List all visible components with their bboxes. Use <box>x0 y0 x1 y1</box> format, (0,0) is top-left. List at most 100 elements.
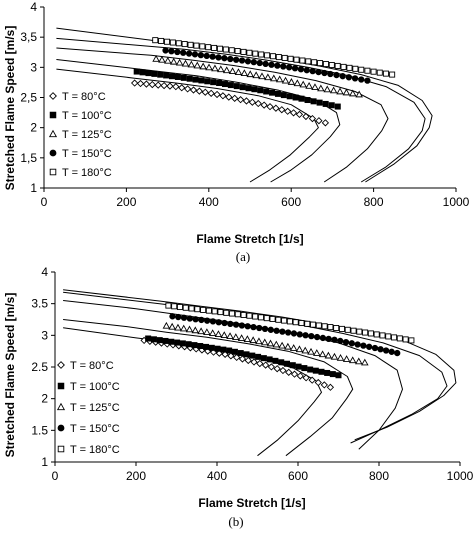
data-point-4 <box>274 62 281 69</box>
data-point-2 <box>133 68 140 75</box>
data-point-5 <box>152 37 159 44</box>
y-tick-label: 2.5 <box>31 360 48 374</box>
data-point-2 <box>312 367 319 374</box>
legend-marker-3 <box>48 129 58 138</box>
x-ticks-b: 0 200 400 600 800 1000 <box>52 462 474 483</box>
data-point-5 <box>269 315 276 322</box>
legend-marker-4 <box>49 149 57 157</box>
data-point-5 <box>158 37 165 44</box>
data-point-4 <box>290 330 298 337</box>
data-point-2 <box>316 99 323 106</box>
data-point-3 <box>289 344 298 351</box>
data-point-4 <box>209 318 217 325</box>
data-point-5 <box>299 57 306 64</box>
data-point-5 <box>171 303 178 310</box>
data-point-2 <box>198 77 205 84</box>
data-point-2 <box>210 79 217 86</box>
data-point-4 <box>339 73 346 80</box>
data-point-1 <box>326 383 335 391</box>
fit-curve-1 <box>56 68 319 183</box>
data-point-1 <box>267 363 276 371</box>
data-point-2 <box>269 89 276 96</box>
data-point-2 <box>226 347 233 354</box>
data-point-3 <box>342 355 351 362</box>
data-point-3 <box>237 334 246 341</box>
data-point-2 <box>145 70 152 77</box>
data-point-4 <box>371 344 379 352</box>
data-point-5 <box>311 59 318 66</box>
data-point-4 <box>360 342 367 349</box>
data-point-5 <box>327 324 334 331</box>
data-point-5 <box>200 306 207 313</box>
data-point-2 <box>334 103 341 110</box>
data-point-3 <box>203 328 211 336</box>
legend-marker-4 <box>57 424 65 432</box>
data-point-3 <box>342 88 351 96</box>
data-point-4 <box>261 325 269 333</box>
data-point-2 <box>216 80 223 87</box>
data-point-5 <box>367 330 374 337</box>
data-point-1 <box>219 92 227 100</box>
data-point-2 <box>322 100 329 107</box>
data-point-3 <box>301 346 309 354</box>
data-point-2 <box>239 84 246 91</box>
data-point-5 <box>344 326 351 333</box>
data-point-2 <box>318 368 325 375</box>
data-point-3 <box>252 71 260 79</box>
data-point-3 <box>197 327 205 335</box>
data-point-3 <box>181 59 190 67</box>
legend-label-4: T = 150°C <box>62 148 112 160</box>
data-point-2 <box>151 70 158 77</box>
data-point-1 <box>131 79 139 87</box>
data-point-3 <box>278 341 286 349</box>
data-point-5 <box>356 328 363 335</box>
data-point-4 <box>342 338 350 346</box>
data-point-2 <box>139 69 146 76</box>
data-point-5 <box>287 55 294 62</box>
data-point-4 <box>327 70 334 78</box>
data-point-4 <box>315 68 322 76</box>
data-point-4 <box>296 331 303 338</box>
data-point-1 <box>260 101 268 109</box>
data-point-3 <box>311 83 319 91</box>
data-point-5 <box>211 308 218 315</box>
data-point-1 <box>231 94 239 102</box>
data-point-5 <box>188 305 195 312</box>
data-point-4 <box>250 323 257 331</box>
legend-label-5: T = 180°C <box>62 167 112 179</box>
data-point-5 <box>382 70 389 77</box>
data-point-2 <box>237 350 244 357</box>
data-point-1 <box>285 368 293 376</box>
y-tick-label: 3 <box>30 60 37 74</box>
data-point-4 <box>285 64 293 71</box>
data-point-5 <box>322 61 329 68</box>
data-point-2 <box>174 73 181 80</box>
data-point-2 <box>208 344 215 351</box>
data-point-3 <box>354 357 363 365</box>
data-point-5 <box>376 69 383 76</box>
data-point-4 <box>221 55 228 62</box>
y-tick-label: 2,5 <box>20 91 37 105</box>
data-point-5 <box>370 68 377 75</box>
data-point-5 <box>275 54 282 61</box>
data-point-5 <box>389 71 396 78</box>
data-point-1 <box>238 355 247 363</box>
data-point-3 <box>162 321 171 329</box>
data-point-3 <box>246 70 255 78</box>
data-point-5 <box>379 332 386 339</box>
data-points-a <box>131 37 396 127</box>
data-point-4 <box>309 67 316 75</box>
data-point-5 <box>298 320 305 327</box>
data-point-4 <box>354 341 361 348</box>
data-point-1 <box>160 81 168 90</box>
y-ticks-a: 1 1,5 2 2,5 3 3,5 4 <box>20 0 44 195</box>
data-point-3 <box>272 340 281 348</box>
data-point-4 <box>209 53 216 60</box>
data-point-1 <box>248 98 256 106</box>
data-point-1 <box>148 80 156 89</box>
data-point-5 <box>229 310 236 317</box>
data-point-4 <box>394 349 401 357</box>
data-point-2 <box>233 83 240 90</box>
legend-marker-2 <box>49 111 57 119</box>
